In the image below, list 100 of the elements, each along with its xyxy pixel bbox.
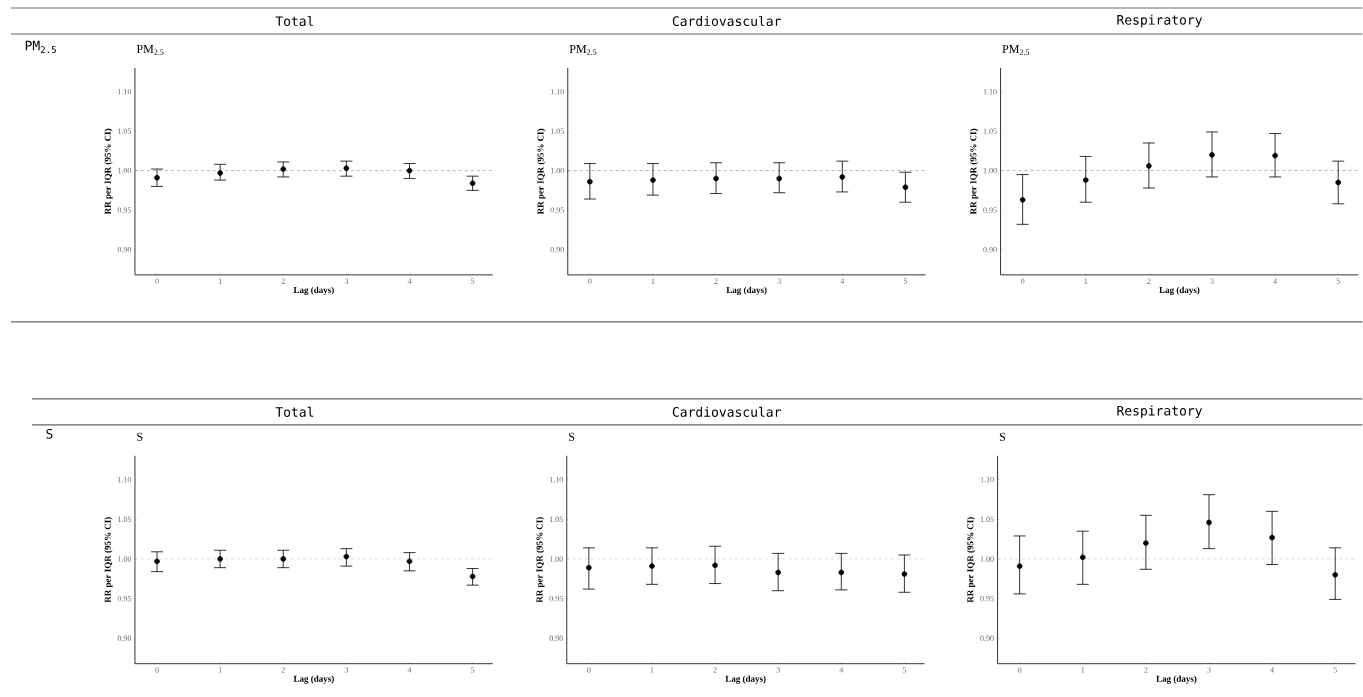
text: S [46,429,53,439]
point [1016,563,1023,570]
x-axis-title: Lag (days) [1156,675,1197,684]
y-axis-title: RR per IQR (95% CI) [536,517,545,603]
chart-subtitle: S [569,432,575,441]
y-axis-title: RR per IQR (95% CI) [537,129,546,215]
y-tick-label: 0.90 [983,247,997,253]
point [1019,197,1026,203]
x-tick-label: 3 [1207,667,1211,673]
y-axis-title: RR per IQR (95% CI) [967,517,976,603]
y-tick-label: 1.05 [549,516,563,523]
y-tick-label: 1.00 [550,168,564,174]
point [1082,177,1089,184]
x-tick-label: 0 [155,278,159,284]
point [902,184,909,191]
x-tick-label: 4 [407,667,412,673]
point [712,562,718,569]
text: PM$_{2.5}$ [25,41,56,54]
point [901,571,908,577]
y-tick-label: 1.00 [549,556,563,562]
point [343,165,350,172]
point [154,175,160,181]
chart-title: Total [275,16,314,27]
point [1146,163,1152,169]
x-tick-label: 4 [1270,667,1274,673]
x-tick-label: 2 [713,667,717,673]
x-tick-label: 5 [471,667,475,673]
y-tick-label: 0.90 [550,247,564,253]
point [406,558,413,565]
point [406,167,413,174]
y-tick-label: 1.00 [980,556,994,562]
y-tick-label: 1.00 [983,168,997,174]
y-tick-label: 0.95 [117,596,132,602]
point [1143,540,1149,547]
point [154,558,160,565]
point [650,177,656,184]
x-axis-title: Lag (days) [725,675,766,684]
x-tick-label: 1 [651,278,655,284]
x-tick-label: 3 [344,667,349,673]
point [1272,152,1278,159]
y-tick-label: 1.05 [980,516,994,523]
chart-title: Total [275,406,314,418]
point [839,174,846,180]
x-tick-label: 5 [1333,667,1337,673]
y-tick-label: 1.05 [118,516,132,523]
x-tick-label: 5 [471,278,475,284]
point [587,179,593,185]
y-tick-label: 1.10 [550,89,564,95]
point [469,573,476,580]
y-tick-label: 1.00 [118,556,132,562]
point [1269,534,1275,541]
x-tick-label: 1 [650,667,654,673]
x-tick-label: 1 [1084,278,1088,284]
point [1206,519,1212,526]
y-tick-label: 1.10 [118,477,132,483]
y-axis-title: RR per IQR (95% CI) [104,517,113,603]
y-tick-label: 1.05 [550,128,564,135]
y-tick-label: 0.90 [980,635,994,642]
point [1209,152,1215,158]
x-tick-label: 2 [1144,667,1148,673]
y-tick-label: 0.95 [117,207,132,213]
chart-subtitle: S [137,432,143,441]
point [775,569,781,576]
y-tick-label: 1.10 [118,89,132,95]
point [586,565,592,571]
y-axis-title: RR per IQR (95% CI) [970,129,979,215]
x-tick-label: 5 [1336,278,1340,284]
chart-title: Respiratory [1117,14,1203,28]
x-axis-title: Lag (days) [293,286,334,296]
x-tick-label: 5 [903,278,908,284]
point [776,175,782,182]
x-tick-label: 3 [777,278,781,284]
y-tick-label: 0.90 [549,635,563,642]
x-tick-label: 0 [1020,278,1025,284]
chart-subtitle: S [999,432,1006,441]
y-tick-label: 0.95 [550,207,564,213]
point [1332,572,1339,578]
chart-subtitle: PM$_{2.5}$ [569,45,597,56]
x-tick-label: 4 [1273,278,1277,284]
point [469,180,476,187]
y-tick-label: 1.05 [983,128,997,135]
x-tick-label: 4 [840,278,845,284]
chart-title: Cardiovascular [672,406,781,418]
x-axis-title: Lag (days) [293,675,334,684]
y-tick-label: 1.10 [980,477,994,483]
x-tick-label: 2 [714,278,718,284]
point [217,556,223,562]
x-tick-label: 0 [588,278,592,284]
x-axis-title: Lag (days) [726,286,767,296]
y-tick-label: 0.95 [983,207,997,213]
x-tick-label: 2 [1147,278,1151,284]
x-tick-label: 5 [902,667,907,673]
y-tick-label: 0.90 [117,635,132,642]
y-tick-label: 0.95 [980,596,994,602]
chart-title: Respiratory [1117,405,1203,419]
x-tick-label: 2 [281,278,285,284]
x-tick-label: 3 [776,667,780,673]
x-tick-label: 2 [281,667,285,673]
x-tick-label: 4 [407,278,412,284]
point [280,556,287,562]
